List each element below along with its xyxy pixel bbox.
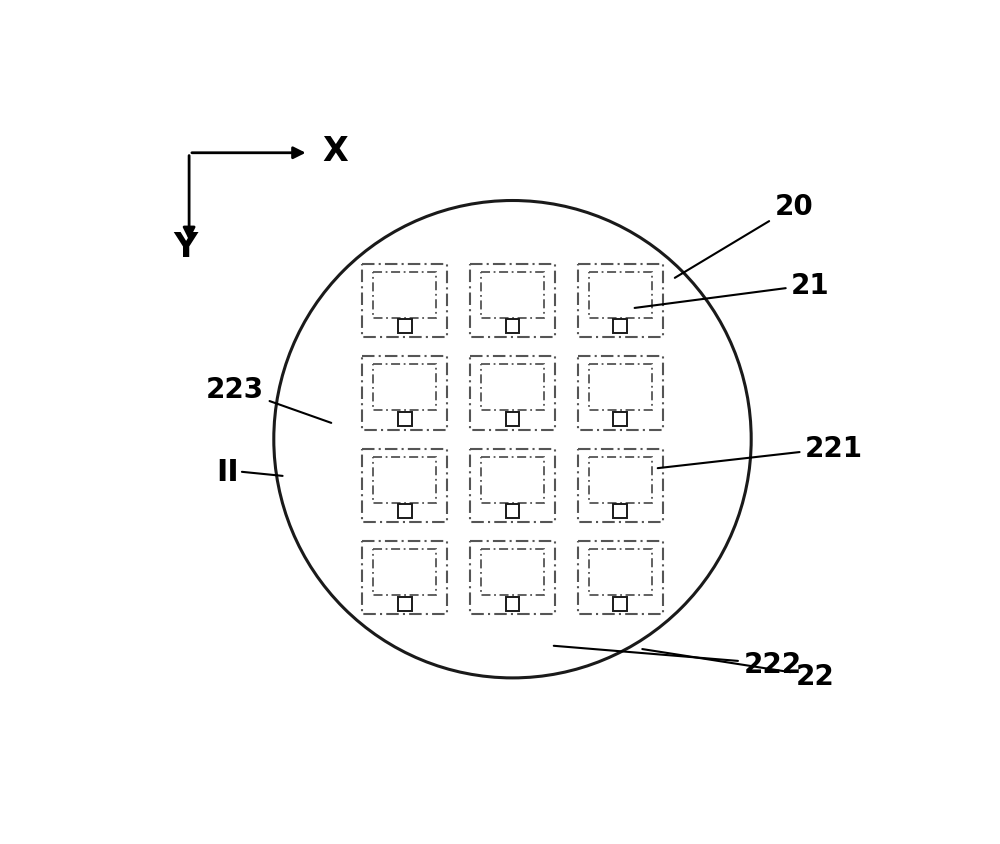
Bar bbox=[506, 320, 519, 334]
Bar bbox=[470, 357, 555, 430]
Bar bbox=[362, 449, 447, 522]
Bar bbox=[481, 273, 544, 318]
Text: II: II bbox=[216, 457, 239, 486]
Bar bbox=[362, 265, 447, 338]
Bar bbox=[362, 357, 447, 430]
Bar bbox=[589, 365, 652, 411]
Text: 223: 223 bbox=[206, 376, 331, 424]
Bar bbox=[578, 542, 663, 614]
Bar bbox=[398, 505, 412, 518]
Bar bbox=[589, 549, 652, 595]
Bar bbox=[481, 365, 544, 411]
Bar bbox=[362, 542, 447, 614]
Bar bbox=[470, 449, 555, 522]
Text: 221: 221 bbox=[658, 435, 863, 468]
Bar bbox=[373, 457, 436, 503]
Bar bbox=[481, 457, 544, 503]
Text: 222: 222 bbox=[554, 646, 802, 678]
Text: 20: 20 bbox=[675, 193, 813, 279]
Bar bbox=[578, 449, 663, 522]
Bar bbox=[398, 413, 412, 426]
Bar bbox=[613, 320, 627, 334]
Bar bbox=[613, 413, 627, 426]
Bar bbox=[373, 365, 436, 411]
Bar bbox=[506, 597, 519, 611]
Text: Y: Y bbox=[173, 230, 197, 263]
Text: 21: 21 bbox=[635, 272, 830, 309]
Bar bbox=[373, 549, 436, 595]
Text: 22: 22 bbox=[642, 649, 835, 690]
Bar bbox=[589, 457, 652, 503]
Bar bbox=[578, 265, 663, 338]
Bar bbox=[589, 273, 652, 318]
Bar bbox=[578, 357, 663, 430]
Bar bbox=[613, 597, 627, 611]
Bar bbox=[506, 413, 519, 426]
Bar bbox=[398, 320, 412, 334]
Bar bbox=[470, 265, 555, 338]
Bar bbox=[481, 549, 544, 595]
Bar bbox=[506, 505, 519, 518]
Text: X: X bbox=[322, 135, 348, 168]
Bar bbox=[613, 505, 627, 518]
Bar bbox=[470, 542, 555, 614]
Bar bbox=[373, 273, 436, 318]
Bar bbox=[398, 597, 412, 611]
